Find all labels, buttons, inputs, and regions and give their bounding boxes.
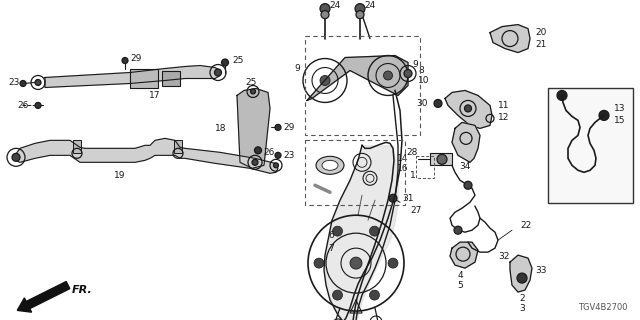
Circle shape [517, 273, 527, 283]
Text: 16: 16 [397, 164, 408, 173]
Text: 20: 20 [535, 28, 547, 37]
Circle shape [321, 11, 329, 19]
Text: 22: 22 [520, 221, 531, 230]
Text: 4: 4 [457, 271, 463, 280]
Text: 7: 7 [328, 244, 334, 253]
Text: 18: 18 [214, 124, 226, 133]
Circle shape [369, 226, 380, 236]
Text: 8: 8 [418, 66, 424, 75]
Bar [430, 153, 452, 165]
Circle shape [275, 124, 281, 130]
Circle shape [464, 181, 472, 189]
Circle shape [557, 91, 567, 100]
Text: 26: 26 [17, 101, 28, 110]
Circle shape [599, 110, 609, 120]
Circle shape [12, 153, 20, 161]
Text: 25: 25 [232, 56, 243, 65]
Bar [548, 88, 633, 203]
Circle shape [250, 89, 255, 94]
Circle shape [437, 154, 447, 164]
Polygon shape [15, 138, 278, 173]
Ellipse shape [316, 156, 344, 174]
Circle shape [275, 152, 281, 158]
Circle shape [122, 58, 128, 64]
Circle shape [383, 71, 392, 80]
Circle shape [333, 290, 342, 300]
Circle shape [314, 258, 324, 268]
Polygon shape [490, 25, 530, 52]
Text: 11: 11 [498, 101, 509, 110]
Polygon shape [450, 242, 478, 268]
Text: 28: 28 [406, 148, 418, 157]
Circle shape [388, 258, 398, 268]
Text: 26: 26 [263, 148, 275, 157]
Ellipse shape [322, 160, 338, 170]
Circle shape [35, 79, 41, 85]
Text: 34: 34 [460, 162, 470, 171]
Bar [130, 68, 158, 88]
Text: 15: 15 [614, 116, 625, 125]
Bar [174, 140, 182, 153]
Polygon shape [452, 123, 480, 162]
Bar [162, 70, 180, 86]
Text: 27: 27 [410, 206, 421, 215]
Circle shape [320, 76, 330, 85]
Text: 23: 23 [283, 151, 294, 160]
Text: 30: 30 [417, 99, 428, 108]
Polygon shape [445, 91, 492, 128]
Text: 1: 1 [410, 171, 416, 180]
Text: 25: 25 [245, 78, 257, 87]
Text: 10: 10 [418, 76, 429, 85]
Text: 14: 14 [397, 154, 408, 163]
Text: 12: 12 [498, 113, 509, 122]
Polygon shape [237, 88, 270, 168]
Circle shape [454, 226, 462, 234]
Circle shape [20, 81, 26, 86]
Circle shape [434, 100, 442, 108]
Text: 24: 24 [364, 1, 375, 10]
Bar [305, 36, 420, 135]
Bar [305, 140, 405, 205]
Text: 13: 13 [614, 104, 625, 113]
Text: 6: 6 [328, 231, 334, 240]
Text: 19: 19 [115, 171, 125, 180]
Text: FR.: FR. [72, 285, 93, 295]
Circle shape [465, 105, 472, 112]
Text: 2: 2 [519, 293, 525, 302]
Text: 33: 33 [535, 266, 547, 275]
Text: 29: 29 [130, 54, 141, 63]
Text: 31: 31 [402, 194, 413, 203]
Circle shape [255, 147, 262, 154]
Text: 24: 24 [329, 1, 340, 10]
FancyArrow shape [17, 282, 70, 312]
Polygon shape [45, 66, 220, 87]
Bar [416, 156, 434, 178]
Circle shape [273, 163, 278, 168]
Circle shape [252, 159, 258, 165]
Text: 5: 5 [457, 281, 463, 290]
Circle shape [35, 102, 41, 108]
Text: TGV4B2700: TGV4B2700 [579, 303, 628, 312]
Bar [73, 140, 81, 153]
Text: 23: 23 [8, 78, 19, 87]
Text: 9: 9 [412, 60, 418, 69]
Circle shape [320, 4, 330, 14]
Circle shape [389, 194, 397, 202]
Circle shape [214, 69, 221, 76]
Polygon shape [510, 255, 532, 292]
Circle shape [221, 59, 228, 66]
Circle shape [356, 11, 364, 19]
Text: 3: 3 [519, 304, 525, 313]
Text: 17: 17 [149, 91, 161, 100]
Text: 21: 21 [535, 40, 547, 49]
Circle shape [333, 226, 342, 236]
Circle shape [355, 4, 365, 14]
Text: 9: 9 [294, 64, 300, 73]
Text: 29: 29 [283, 123, 294, 132]
Circle shape [350, 257, 362, 269]
Polygon shape [307, 56, 408, 100]
Circle shape [404, 69, 412, 77]
Circle shape [369, 290, 380, 300]
Text: 32: 32 [498, 252, 509, 260]
